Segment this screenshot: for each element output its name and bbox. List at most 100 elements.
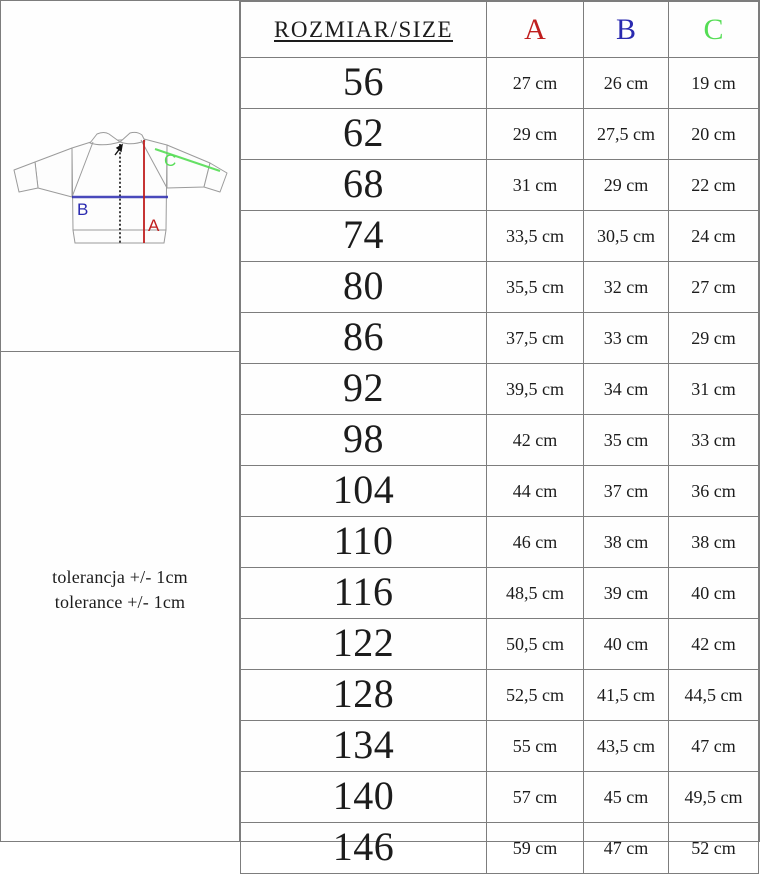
table-row: 56 27 cm 26 cm 19 cm [240,57,759,109]
measure-b-cell: 27,5 cm [583,108,669,160]
table-row: 68 31 cm 29 cm 22 cm [240,159,759,211]
measure-b-cell: 26 cm [583,57,669,109]
measure-b-cell: 43,5 cm [583,720,669,772]
measure-b-cell: 41,5 cm [583,669,669,721]
table-row: 98 42 cm 35 cm 33 cm [240,414,759,466]
size-cell: 116 [240,567,487,619]
table-row: 122 50,5 cm 40 cm 42 cm [240,618,759,670]
measure-a-cell: 57 cm [486,771,584,823]
measure-b-cell: 38 cm [583,516,669,568]
measure-a-cell: 39,5 cm [486,363,584,415]
zipper-pull-arrowhead [115,143,123,153]
measure-b-cell: 45 cm [583,771,669,823]
jacket-left-cuff [13,161,39,193]
measure-a-cell: 31 cm [486,159,584,211]
measure-c-cell: 52 cm [668,822,759,874]
table-row: 128 52,5 cm 41,5 cm 44,5 cm [240,669,759,721]
table-row: 116 48,5 cm 39 cm 40 cm [240,567,759,619]
measure-a-cell: 59 cm [486,822,584,874]
size-cell: 110 [240,516,487,568]
measure-b-cell: 39 cm [583,567,669,619]
measure-c-cell: 31 cm [668,363,759,415]
size-cell: 128 [240,669,487,721]
measure-a-cell: 29 cm [486,108,584,160]
measure-a-cell: 35,5 cm [486,261,584,313]
measure-c-cell: 24 cm [668,210,759,262]
tolerance-line-pl: tolerancja +/- 1cm [52,567,188,587]
measure-b-cell: 29 cm [583,159,669,211]
diagram-label-a: A [148,216,160,235]
measure-a-cell: 33,5 cm [486,210,584,262]
measure-c-cell: 42 cm [668,618,759,670]
measure-a-cell: 42 cm [486,414,584,466]
table-row: 134 55 cm 43,5 cm 47 cm [240,720,759,772]
measure-b-cell: 30,5 cm [583,210,669,262]
jacket-collar-left [89,132,121,146]
measure-a-cell: 55 cm [486,720,584,772]
size-cell: 146 [240,822,487,874]
sleeve-line-c [154,148,221,172]
measure-a-cell: 48,5 cm [486,567,584,619]
measure-a-cell: 50,5 cm [486,618,584,670]
measure-b-cell: 33 cm [583,312,669,364]
measure-b-cell: 37 cm [583,465,669,517]
measure-c-cell: 40 cm [668,567,759,619]
measure-c-cell: 49,5 cm [668,771,759,823]
measure-a-cell: 52,5 cm [486,669,584,721]
diagram-label-b: B [77,200,88,219]
jacket-seam-right [140,139,168,189]
measure-b-cell: 40 cm [583,618,669,670]
measure-a-cell: 27 cm [486,57,584,109]
jacket-diagram: B A C [13,131,228,244]
measure-c-cell: 19 cm [668,57,759,109]
measure-c-cell: 20 cm [668,108,759,160]
measure-c-cell: 33 cm [668,414,759,466]
table-row: 80 35,5 cm 32 cm 27 cm [240,261,759,313]
header-col-c: C [668,1,759,58]
size-cell: 140 [240,771,487,823]
measure-c-cell: 22 cm [668,159,759,211]
table-row: 140 57 cm 45 cm 49,5 cm [240,771,759,823]
measure-c-cell: 47 cm [668,720,759,772]
left-panel: B A C tolerancja +/- 1cm tolerance +/- 1… [1,1,240,841]
size-cell: 98 [240,414,487,466]
size-table: ROZMIAR/SIZE A B C 56 27 cm 26 cm 19 cm … [240,1,759,874]
table-row: 74 33,5 cm 30,5 cm 24 cm [240,210,759,262]
size-cell: 92 [240,363,487,415]
measure-b-cell: 32 cm [583,261,669,313]
size-cell: 86 [240,312,487,364]
measure-c-cell: 29 cm [668,312,759,364]
jacket-diagram-cell: B A C [1,1,239,352]
header-col-a: A [486,1,584,58]
size-cell: 56 [240,57,487,109]
measure-a-cell: 37,5 cm [486,312,584,364]
table-row: 86 37,5 cm 33 cm 29 cm [240,312,759,364]
table-row: 62 29 cm 27,5 cm 20 cm [240,108,759,160]
tolerance-line-en: tolerance +/- 1cm [54,592,186,612]
measure-c-cell: 27 cm [668,261,759,313]
size-cell: 104 [240,465,487,517]
measure-c-cell: 36 cm [668,465,759,517]
measure-b-cell: 47 cm [583,822,669,874]
size-cell: 62 [240,108,487,160]
size-cell: 134 [240,720,487,772]
table-row: 104 44 cm 37 cm 36 cm [240,465,759,517]
jacket-seam-left [71,141,94,198]
jacket-left-sleeve [34,147,73,198]
table-header-row: ROZMIAR/SIZE A B C [240,1,759,58]
header-col-b: B [583,1,669,58]
measure-c-cell: 44,5 cm [668,669,759,721]
measure-b-cell: 35 cm [583,414,669,466]
tolerance-cell: tolerancja +/- 1cm tolerance +/- 1cm [1,352,239,841]
size-cell: 122 [240,618,487,670]
size-cell: 74 [240,210,487,262]
size-cell: 80 [240,261,487,313]
measure-b-cell: 34 cm [583,363,669,415]
measure-c-cell: 38 cm [668,516,759,568]
header-rozmiar-size: ROZMIAR/SIZE [240,1,487,58]
jacket-collar-right [119,131,146,145]
diagram-label-c: C [164,151,176,170]
tolerance-note: tolerancja +/- 1cm tolerance +/- 1cm [1,565,239,615]
table-row: 110 46 cm 38 cm 38 cm [240,516,759,568]
measure-a-cell: 44 cm [486,465,584,517]
